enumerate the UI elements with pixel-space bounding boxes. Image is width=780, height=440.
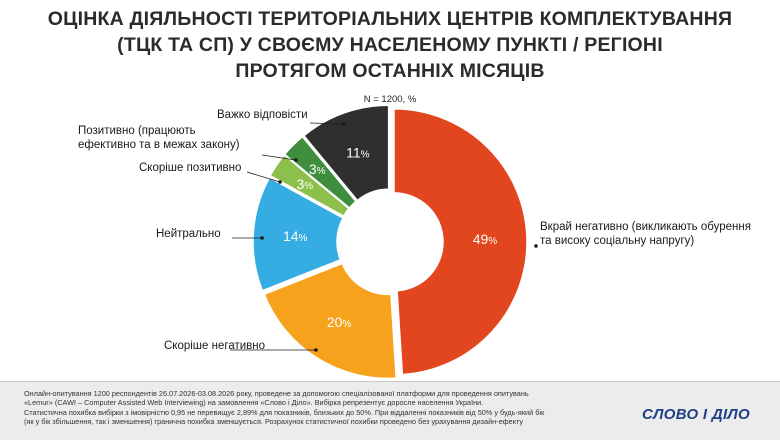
leader-line xyxy=(261,154,297,161)
methodology-line: Статистична похибка вибірки з імовірніст… xyxy=(24,407,545,417)
slice-value-label: 3% xyxy=(309,161,326,177)
slice-category-label: Нейтрально xyxy=(156,228,221,240)
title-line-2: (ТЦК ТА СП) У СВОЄМУ НАСЕЛЕНОМУ ПУНКТІ /… xyxy=(117,34,663,56)
slice-value-label: 14% xyxy=(283,228,308,244)
leader-line xyxy=(246,171,281,183)
sample-size-note: N = 1200, % xyxy=(363,94,417,105)
methodology-footer: Онлайн-опитування 1200 респондентів 26.0… xyxy=(0,381,780,440)
slice-value-label: 49% xyxy=(473,231,498,247)
slice-category-label: Важко відповісти xyxy=(217,109,308,121)
leader-dot xyxy=(294,158,298,162)
donut-slice xyxy=(393,108,528,376)
chart-title: ОЦІНКА ДІЯЛЬНОСТІ ТЕРИТОРІАЛЬНИХ ЦЕНТРІВ… xyxy=(0,6,780,84)
leader-dot xyxy=(260,236,264,240)
slice-category-label: та високу соціальну напругу) xyxy=(540,235,694,247)
slice-category-label: Скоріше негативно xyxy=(164,340,265,352)
donut-slice xyxy=(263,262,398,380)
slice-value-label: 3% xyxy=(296,176,313,192)
leader-dot xyxy=(314,348,318,352)
methodology-line: Онлайн-опитування 1200 респондентів 26.0… xyxy=(24,389,529,398)
slice-value-label: 11% xyxy=(346,145,370,161)
slice-category-label: Вкрай негативно (викликають обурення xyxy=(540,221,751,233)
title-line-1: ОЦІНКА ДІЯЛЬНОСТІ ТЕРИТОРІАЛЬНИХ ЦЕНТРІВ… xyxy=(47,8,733,30)
leader-dot xyxy=(534,244,538,248)
slice-value-label: 20% xyxy=(327,314,352,330)
donut-slice xyxy=(269,153,350,218)
donut-slice xyxy=(302,104,390,202)
donut-chart: 49% Вкрай негативно (викликають обурення т… xyxy=(78,104,751,380)
methodology-line: (як у бік збільшення, так і зменшення) г… xyxy=(24,417,524,427)
slice-category-label: ефективно та в межах закону) xyxy=(78,139,240,151)
brand-logo: СЛОВО І ДІЛО xyxy=(642,406,751,423)
leader-dot xyxy=(278,180,282,184)
methodology-line: «Lemur» (CAWI – Computer Assisted Web In… xyxy=(24,398,484,408)
slice-category-label: Скоріше позитивно xyxy=(139,162,241,174)
leader-line xyxy=(309,122,345,125)
slice-category-label: Позитивно (працюють xyxy=(78,125,196,137)
leader-dot xyxy=(342,122,346,126)
donut-slice xyxy=(252,176,345,292)
title-line-3: ПРОТЯГОМ ОСТАННІХ МІСЯЦІВ xyxy=(235,60,545,82)
donut-slice xyxy=(283,135,357,209)
methodology-text: Онлайн-опитування 1200 респондентів 26.0… xyxy=(24,389,604,427)
